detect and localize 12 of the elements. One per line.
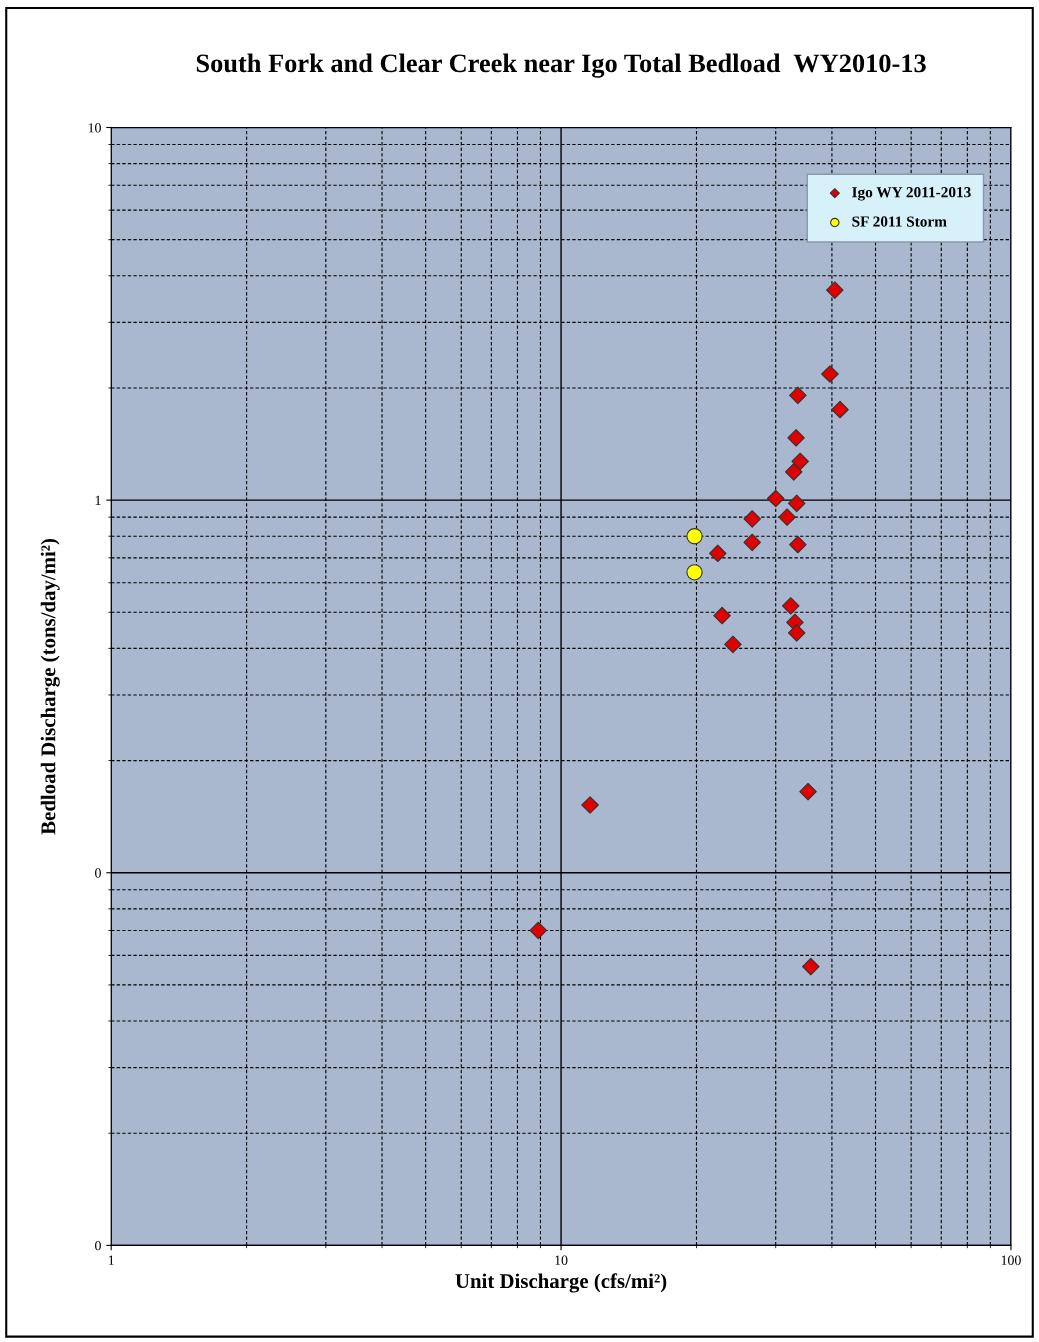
y-tick-label: 0	[95, 1240, 101, 1251]
legend-label: Igo WY 2011-2013	[852, 187, 971, 201]
y-tick-label: 0	[95, 868, 101, 878]
x-tick-label: 100	[1001, 1255, 1021, 1265]
x-tick-label: 10	[555, 1255, 568, 1265]
chart-title: South Fork and Clear Creek near Igo Total Bedload WY2010-13	[196, 53, 926, 78]
x-axis-title: Unit Discharge (cfs/mi²)	[455, 1273, 667, 1293]
y-axis-title: Bedload Discharge (tons/day/mi²)	[40, 538, 60, 835]
y-tick-label: 10	[88, 123, 101, 133]
legend-label: SF 2011 Storm	[852, 216, 947, 227]
x-tick-label: 1	[108, 1255, 114, 1265]
y-tick-label: 1	[95, 495, 101, 505]
